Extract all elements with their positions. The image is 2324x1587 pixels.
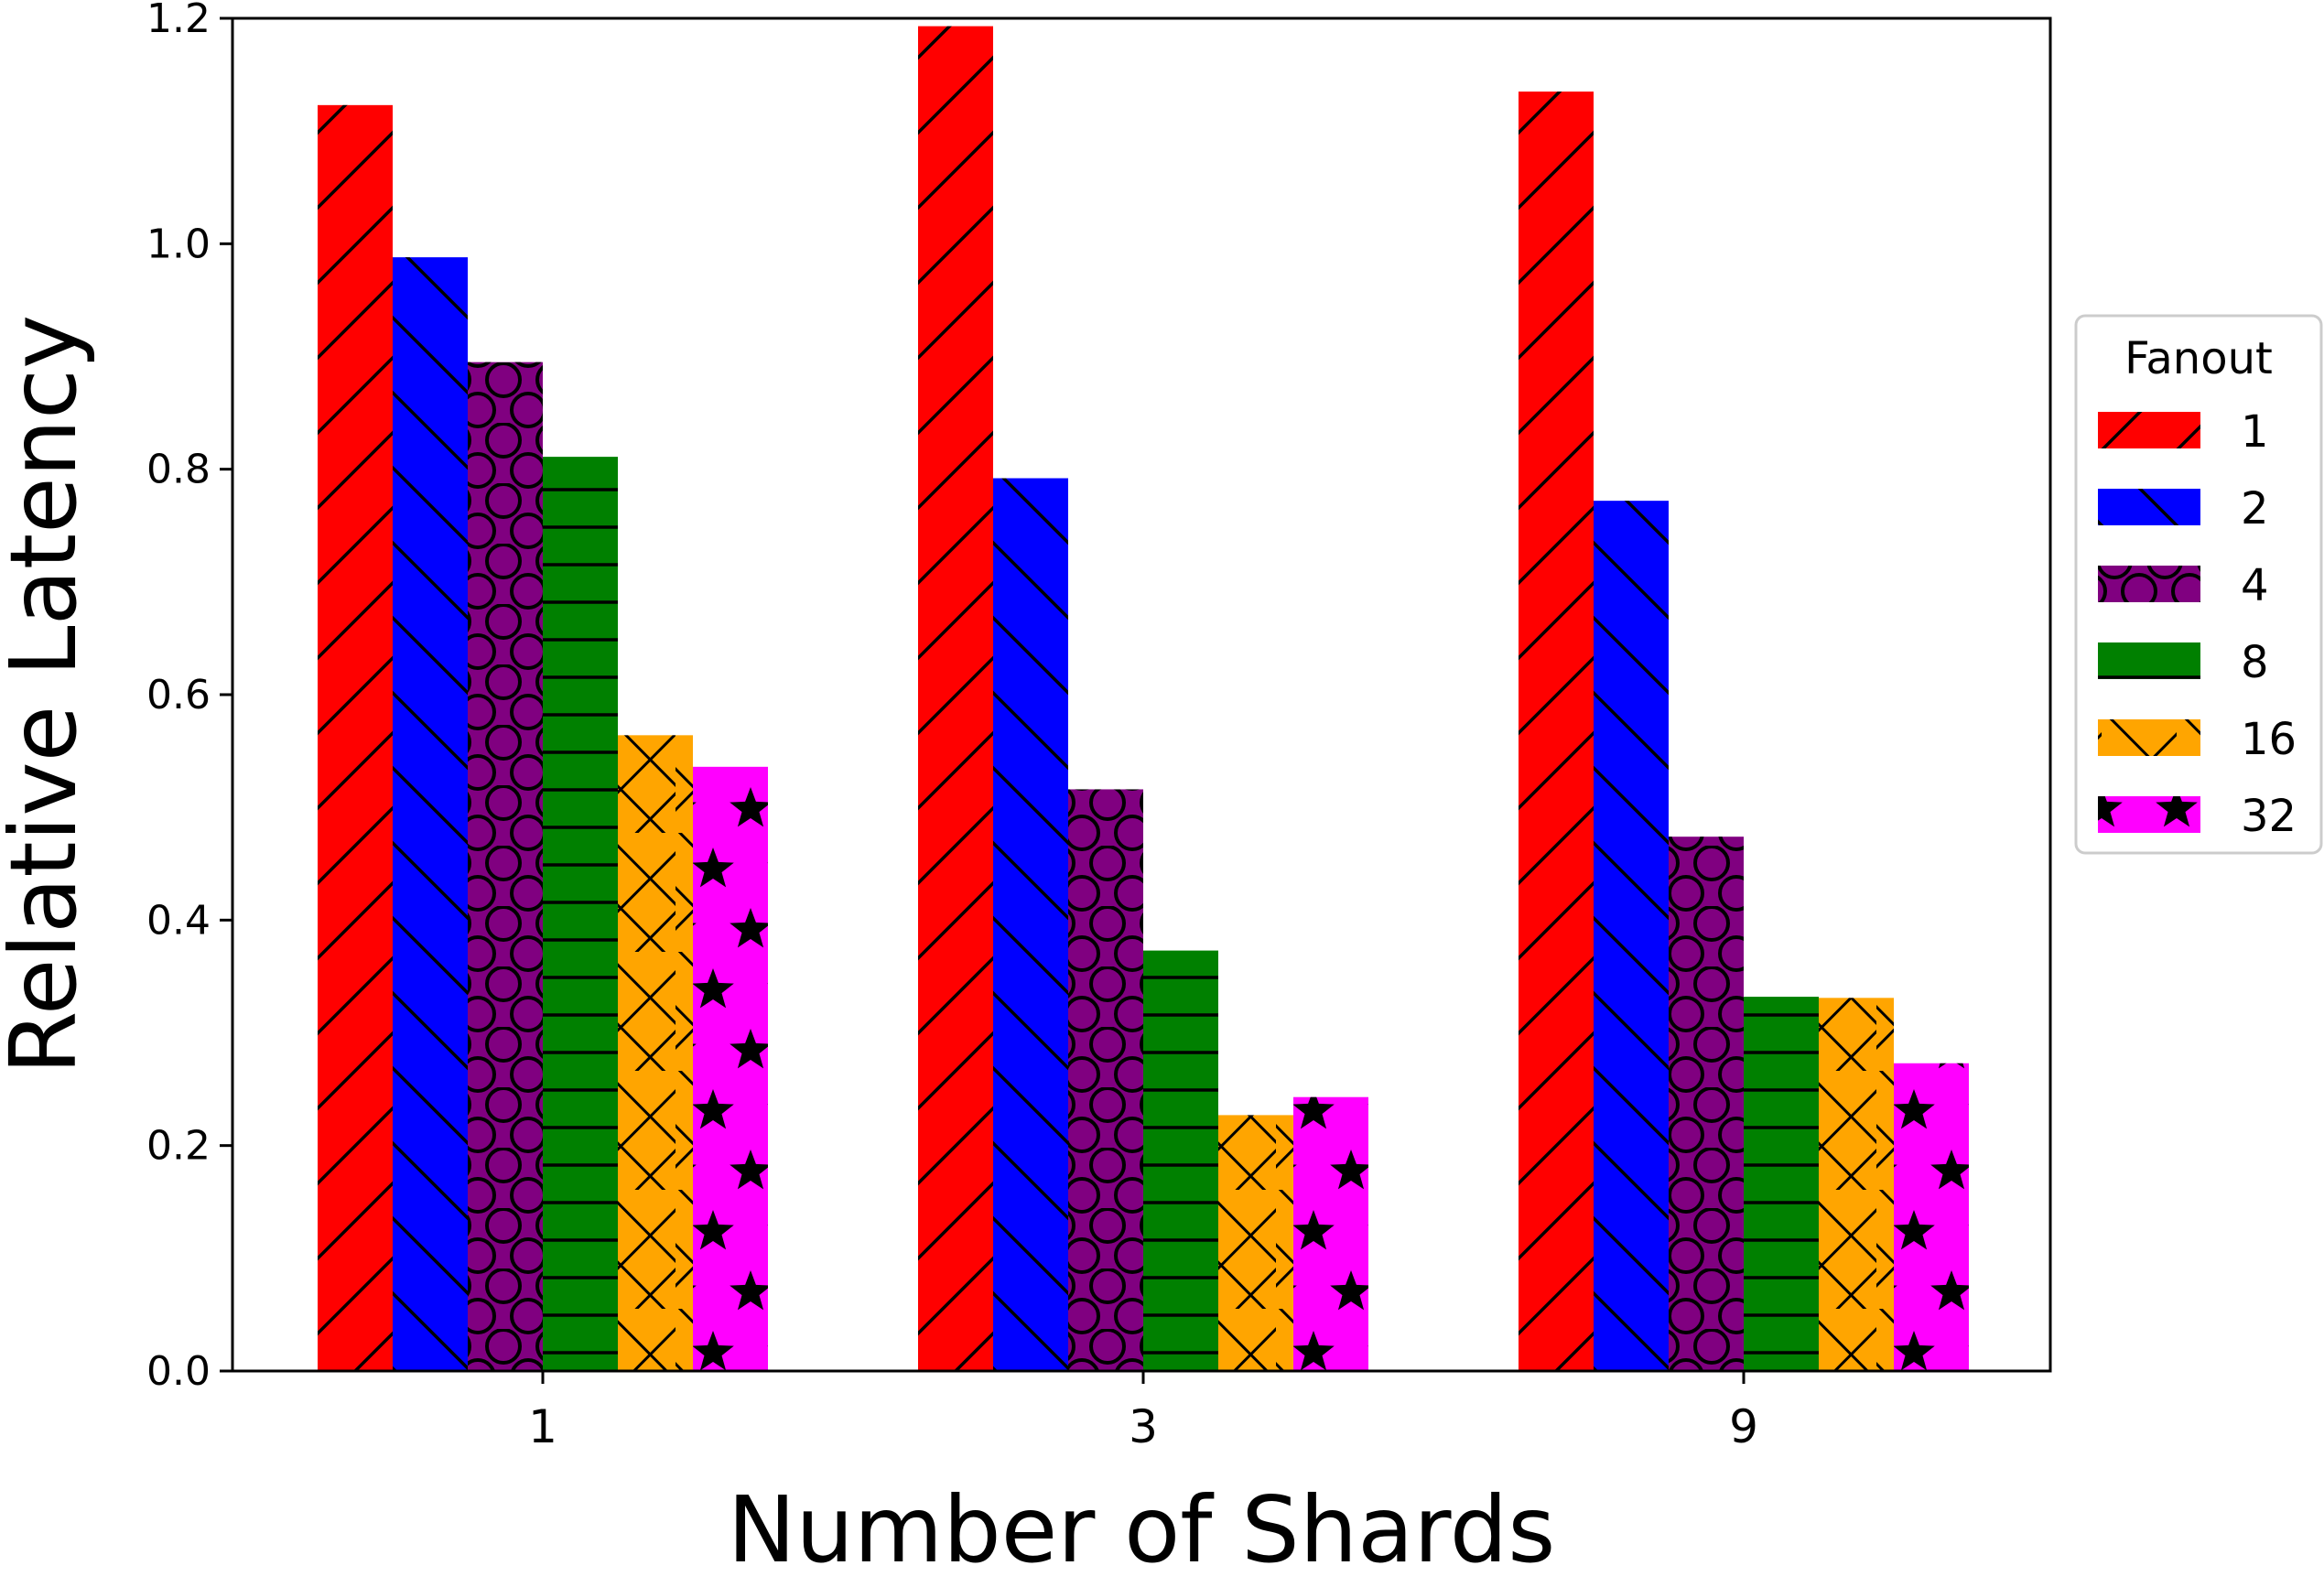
bar-fanout-1-shards-1 bbox=[318, 104, 393, 1371]
bar-fanout-1-shards-3 bbox=[918, 26, 993, 1371]
x-tick-label: 1 bbox=[528, 1400, 557, 1453]
bar-hatch bbox=[1293, 1096, 1368, 1371]
legend-item-16: 16 bbox=[2098, 714, 2297, 765]
bar-fanout-16-shards-3 bbox=[1218, 1115, 1293, 1371]
bar-hatch bbox=[618, 735, 693, 1371]
bar-hatch bbox=[693, 766, 768, 1371]
legend-swatch-hatch bbox=[2098, 412, 2200, 448]
bar-fanout-4-shards-9 bbox=[1669, 837, 1744, 1371]
x-tick-label: 3 bbox=[1129, 1400, 1158, 1453]
y-tick-label: 0.2 bbox=[146, 1123, 211, 1170]
bar-hatch bbox=[468, 362, 543, 1371]
legend-swatch-hatch bbox=[2098, 489, 2200, 525]
legend-label: 8 bbox=[2241, 637, 2269, 688]
legend-item-8: 8 bbox=[2098, 637, 2269, 688]
bar-hatch bbox=[1143, 950, 1218, 1371]
legend-label: 32 bbox=[2241, 791, 2297, 842]
bar-hatch bbox=[1218, 1115, 1293, 1371]
legend-item-4: 4 bbox=[2098, 560, 2269, 611]
legend-swatch-hatch bbox=[2098, 566, 2200, 602]
y-tick-label: 1.2 bbox=[146, 0, 211, 42]
bar-hatch bbox=[393, 257, 468, 1372]
bar-fanout-4-shards-3 bbox=[1068, 789, 1143, 1371]
x-axis-label: Number of Shards bbox=[728, 1476, 1556, 1583]
legend-item-1: 1 bbox=[2098, 406, 2269, 458]
legend-swatch-hatch bbox=[2098, 642, 2200, 679]
bar-hatch bbox=[1669, 837, 1744, 1371]
legend-label: 16 bbox=[2241, 714, 2297, 765]
bar-fanout-16-shards-1 bbox=[618, 735, 693, 1371]
x-ticks: 1 3 9 bbox=[528, 1371, 1758, 1453]
legend-swatch-hatch bbox=[2098, 796, 2200, 833]
bar-fanout-32-shards-9 bbox=[1894, 1063, 1969, 1371]
bar-hatch bbox=[993, 478, 1068, 1371]
bar-hatch bbox=[1894, 1063, 1969, 1371]
y-tick-label: 0.4 bbox=[146, 897, 211, 944]
y-axis-label: Relative Latency bbox=[0, 315, 97, 1074]
bar-fanout-2-shards-3 bbox=[993, 478, 1068, 1371]
bar-fanout-16-shards-9 bbox=[1819, 998, 1894, 1371]
bar-fanout-8-shards-1 bbox=[543, 457, 618, 1371]
bar-hatch bbox=[918, 26, 993, 1371]
bar-fanout-8-shards-9 bbox=[1744, 997, 1819, 1371]
y-tick-label: 0.8 bbox=[146, 447, 211, 493]
legend-swatch-hatch bbox=[2098, 719, 2200, 756]
bar-fanout-1-shards-9 bbox=[1519, 92, 1594, 1371]
plot-frame bbox=[231, 16, 2052, 1373]
legend-item-32: 32 bbox=[2098, 791, 2297, 842]
bar-hatch bbox=[1594, 501, 1669, 1371]
y-tick-label: 0.0 bbox=[146, 1348, 211, 1395]
y-tick-label: 1.0 bbox=[146, 221, 211, 267]
bar-fanout-8-shards-3 bbox=[1143, 950, 1218, 1371]
legend-item-2: 2 bbox=[2098, 483, 2269, 534]
legend-items: 1 2 4 8 16 32 bbox=[2098, 406, 2297, 842]
x-tick-label: 9 bbox=[1729, 1400, 1758, 1453]
legend-title: Fanout bbox=[2124, 333, 2273, 384]
legend-label: 2 bbox=[2241, 483, 2269, 534]
bar-hatch bbox=[1819, 998, 1894, 1371]
bar-fanout-32-shards-3 bbox=[1293, 1096, 1368, 1371]
legend-label: 4 bbox=[2241, 560, 2269, 611]
bar-hatch bbox=[543, 457, 618, 1371]
bar-hatch bbox=[318, 104, 393, 1371]
bar-fanout-2-shards-1 bbox=[393, 257, 468, 1372]
bar-fanout-4-shards-1 bbox=[468, 362, 543, 1371]
bars-layer bbox=[318, 26, 1969, 1372]
bar-hatch bbox=[1068, 789, 1143, 1371]
bar-hatch bbox=[1519, 92, 1594, 1371]
legend: Fanout 1 2 4 8 16 32 bbox=[2074, 314, 2323, 855]
bar-fanout-32-shards-1 bbox=[693, 766, 768, 1371]
bar-hatch bbox=[1744, 997, 1819, 1371]
y-tick-label: 0.6 bbox=[146, 672, 211, 718]
bar-fanout-2-shards-9 bbox=[1594, 501, 1669, 1371]
legend-label: 1 bbox=[2241, 406, 2269, 458]
y-ticks: 0.0 0.2 0.4 0.6 0.8 1.0 1.2 bbox=[146, 0, 232, 1395]
